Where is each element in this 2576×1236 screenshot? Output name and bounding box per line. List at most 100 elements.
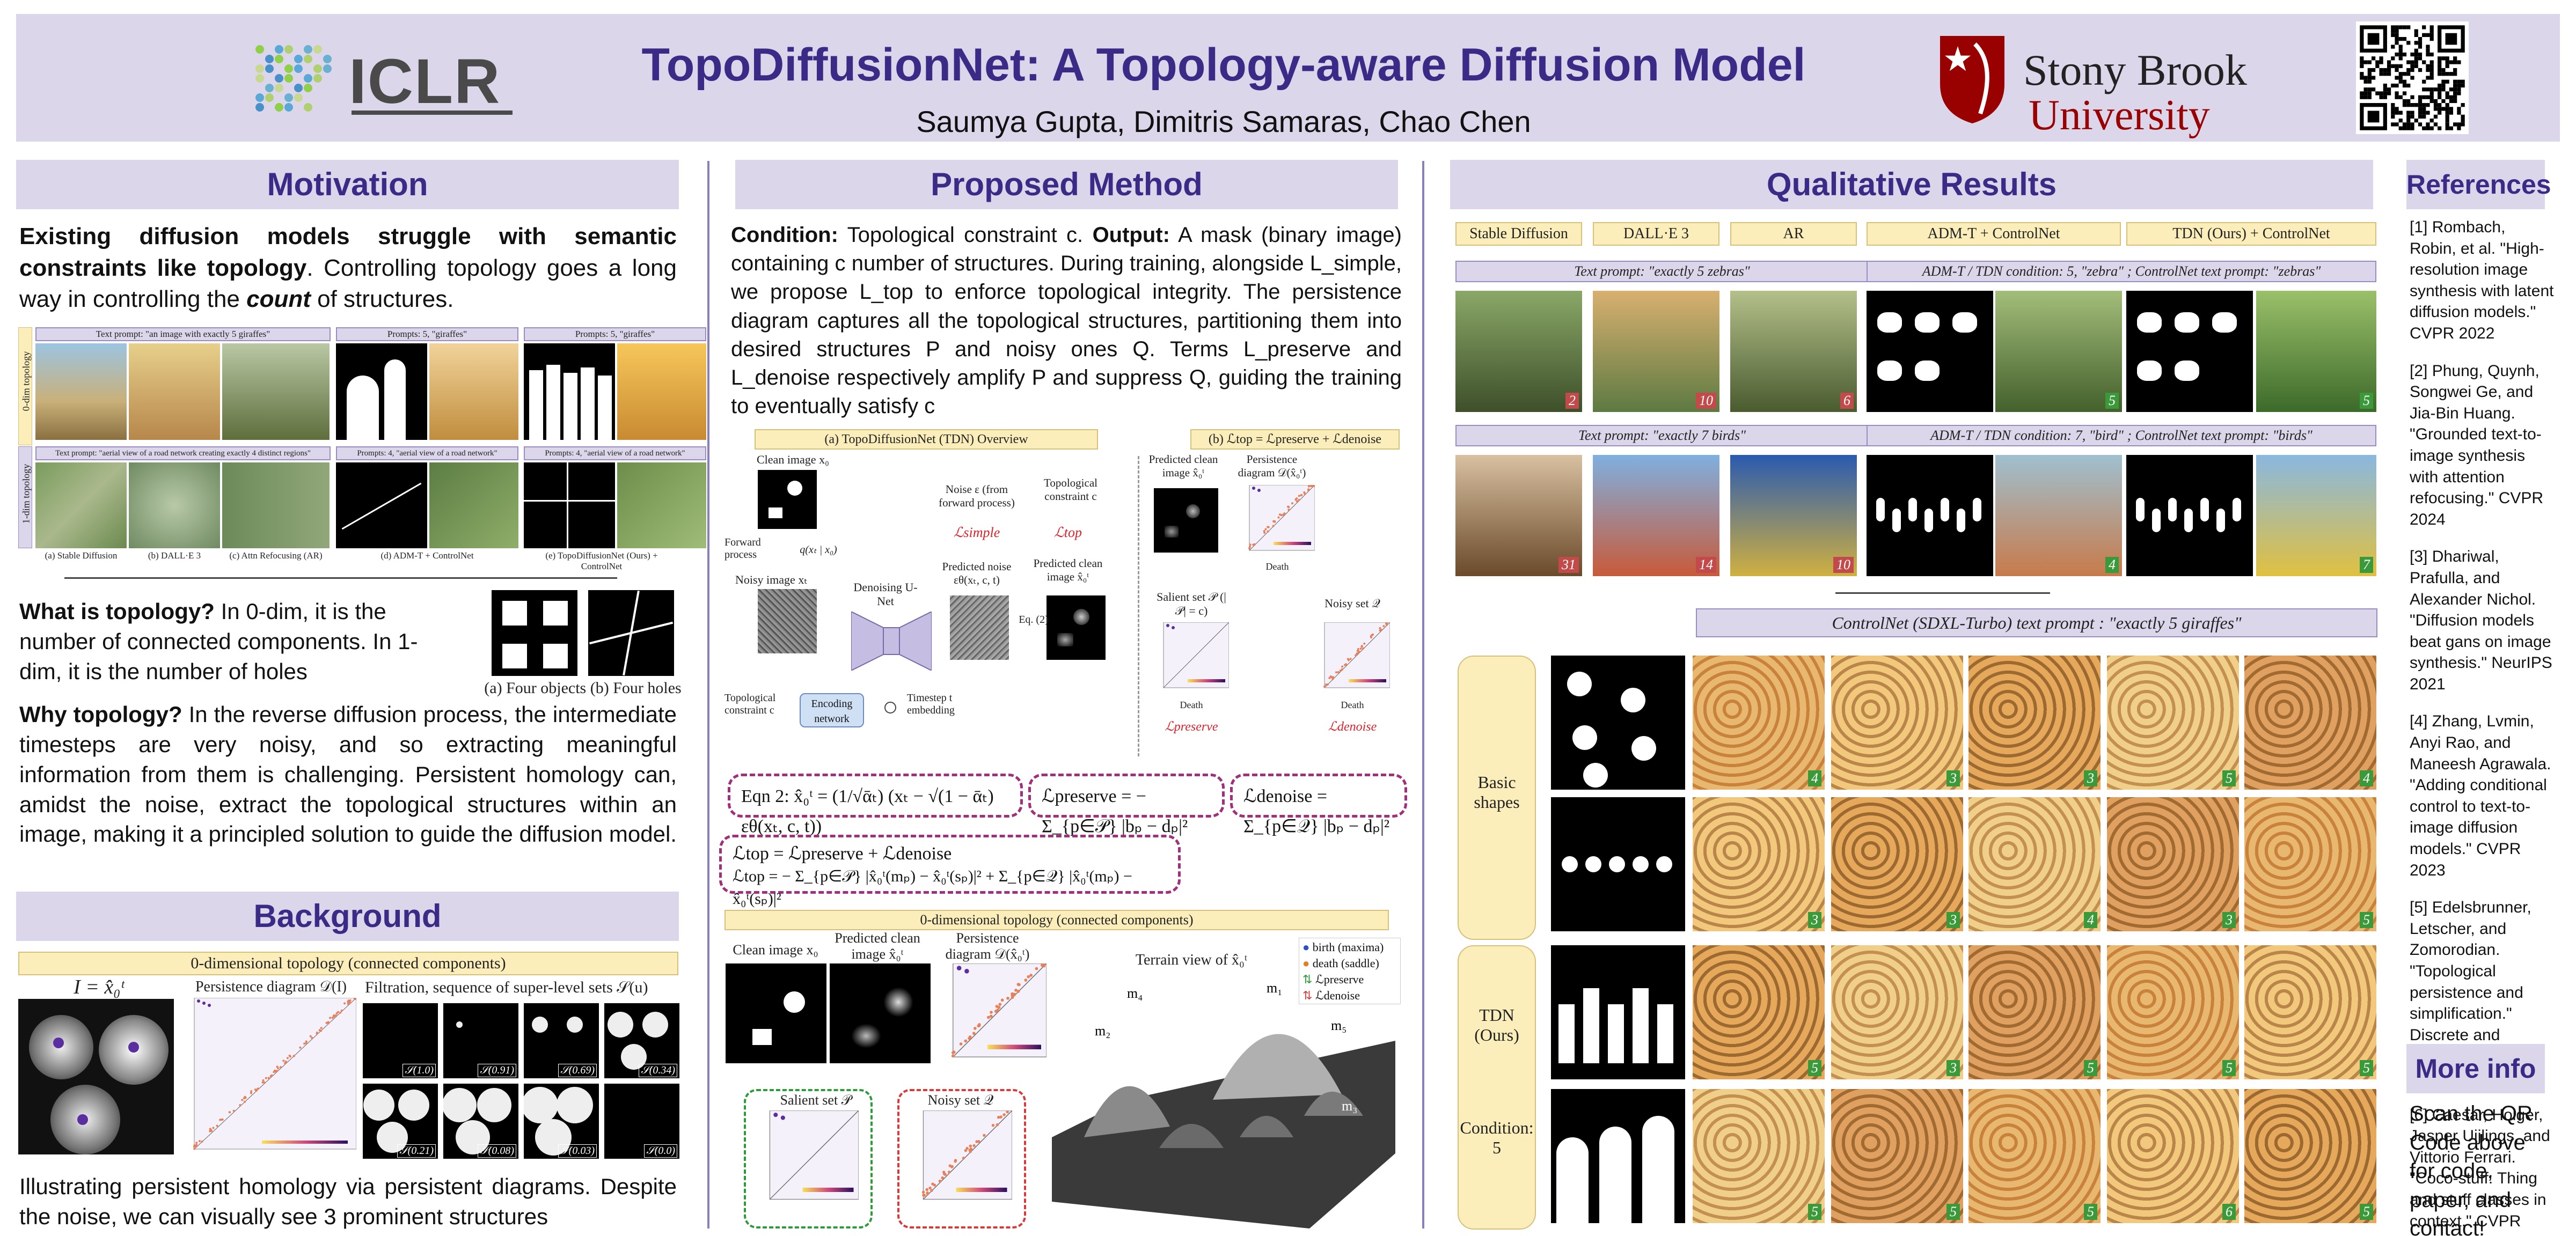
poster-title: TopoDiffusionNet: A Topology-aware Diffu…	[641, 39, 1806, 91]
fig-caption-d: (d) ADM-T + ControlNet	[380, 550, 474, 561]
why-topology: Why topology? In the reverse diffusion p…	[19, 700, 677, 849]
result-count-badge: 4	[2105, 557, 2119, 573]
iclr-dot	[255, 103, 264, 112]
motivation-figure: 0-dim topology 1-dim topology Text promp…	[18, 322, 706, 571]
label-pred-clean: Predicted clean image x̂₀ᵗ	[1033, 557, 1103, 583]
pd-point	[286, 1057, 289, 1060]
cn-giraffe-image: 5	[2244, 797, 2376, 931]
filtration-image: 𝒮(0.91)	[443, 1003, 518, 1078]
fig-giraffe-dalle	[129, 343, 220, 440]
qr-code[interactable]	[2356, 21, 2469, 134]
iclr-dot	[284, 103, 293, 112]
unet-icon	[851, 612, 932, 671]
iclr-dot	[313, 74, 322, 83]
pd-point	[965, 1146, 969, 1150]
pd-point	[1272, 520, 1275, 523]
pd-point	[1362, 647, 1365, 650]
result-count-badge: 10	[1696, 393, 1716, 409]
pd-point	[962, 1157, 965, 1160]
iclr-dot	[284, 64, 293, 73]
cn-giraffe-image: 3	[1693, 797, 1825, 931]
pd-point	[923, 1194, 926, 1197]
mask-bird-blob	[2233, 498, 2241, 521]
pd-point	[1249, 546, 1251, 548]
cn-count-badge: 5	[2084, 1060, 2097, 1076]
mask-zebra-blob	[1877, 360, 1902, 381]
pd-point	[1000, 998, 1004, 1002]
cn-mask-circle	[1621, 688, 1645, 712]
pd-point	[277, 1067, 280, 1070]
pd-point	[1386, 622, 1388, 624]
pd-point	[340, 1009, 343, 1012]
reference-item: [2] Phung, Quynh, Songwei Ge, and Jia-Bi…	[2410, 362, 2544, 528]
mask-bird-blob	[1924, 509, 1933, 532]
overview-banner: (a) TopoDiffusionNet (TDN) Overview	[755, 429, 1098, 450]
pd-point	[1282, 513, 1284, 516]
pd-salient-point	[1257, 489, 1261, 492]
cn-giraffe-image: 3	[1968, 656, 2101, 790]
controlnet-banner: ControlNet (SDXL-Turbo) text prompt : "e…	[1696, 608, 2377, 637]
motivation-intro-end: of structures.	[310, 286, 454, 313]
filtration-image: 𝒮(0.34)	[604, 1003, 679, 1078]
iclr-dot	[323, 55, 332, 63]
pd-point	[959, 1042, 963, 1046]
label-pred-clean-2: Predicted clean image x̂₀ᵗ	[1148, 453, 1218, 479]
results-heading: Qualitative Results	[1450, 160, 2373, 209]
iclr-dot	[275, 103, 283, 112]
label-clean-image: Clean image x₀	[757, 453, 829, 466]
filtration-value: 𝒮(0.03)	[558, 1144, 597, 1158]
cn-count-badge: 5	[1946, 1204, 1960, 1220]
what-is-topology: What is topology? In 0-dim, it is the nu…	[19, 597, 454, 687]
pd-salient-point	[208, 1004, 211, 1007]
pd-point	[926, 1192, 930, 1196]
pd-point	[964, 1149, 968, 1152]
iclr-dot	[304, 55, 312, 63]
cn-giraffe-image: 3	[1831, 797, 1963, 931]
pd-point	[331, 1017, 334, 1019]
label-pred-noise: Predicted noise εθ(xₜ, c, t)	[942, 560, 1012, 586]
motivation-intro-bold: Existing diffusion models struggle with …	[19, 223, 677, 281]
pd-point	[925, 1188, 928, 1191]
output-text: A mask (binary image) containing c numbe…	[731, 223, 1402, 418]
pd-point	[1300, 494, 1302, 497]
pd-point	[948, 1164, 952, 1167]
iclr-dot	[265, 55, 274, 63]
references-heading: References	[2406, 160, 2551, 209]
pd-point	[339, 1011, 342, 1014]
result-count-badge: 14	[1696, 557, 1716, 573]
result-count-badge: 5	[2360, 393, 2373, 409]
result-image: 14	[1593, 455, 1719, 576]
terrain-view: m₄ m₁ m₂ m₃ m₅	[1052, 980, 1395, 1228]
filtration-value: 𝒮(1.0)	[402, 1064, 436, 1077]
filtration-blob	[477, 1088, 511, 1122]
label-ldenoise: ℒdenoise	[1328, 720, 1377, 734]
cn-mask-giraffe	[1599, 1127, 1631, 1223]
iclr-dot	[265, 84, 274, 92]
eq-preserve-box: ℒpreserve = − Σ_{p∈𝒫} |bₚ − dₚ|²	[1028, 774, 1225, 836]
cn-count-badge: 5	[1808, 1060, 1821, 1076]
pd-point	[1263, 530, 1265, 532]
pd-point	[1309, 485, 1312, 487]
iclr-dot	[255, 45, 264, 54]
label-death-1: Death	[1265, 561, 1289, 572]
poster-header: ICLR TopoDiffusionNet: A Topology-aware …	[16, 14, 2560, 142]
results-method-label: ADM-T + ControlNet	[1867, 222, 2121, 246]
iclr-dot	[294, 93, 303, 102]
university-name-line2: University	[2029, 92, 2210, 139]
pd-point	[219, 1119, 222, 1121]
cn-mask-giraffe	[1608, 1004, 1624, 1063]
pd-point	[1311, 485, 1314, 487]
noisy-image	[758, 589, 817, 653]
iclr-dot	[275, 84, 283, 92]
cn-giraffe-image: 5	[2244, 1089, 2376, 1223]
poster-authors: Saumya Gupta, Dimitris Samaras, Chao Che…	[916, 105, 1531, 138]
fig-road-mask-admt	[336, 462, 427, 548]
pd-point	[931, 1182, 934, 1186]
result-image	[1867, 455, 1993, 576]
pd-point	[284, 1060, 287, 1063]
pd-salient-point	[1172, 626, 1175, 629]
fig-prompt-r0-2: Prompts: 5, "giraffes"	[336, 327, 518, 341]
fig-road-dalle	[129, 462, 220, 548]
filtration-image: 𝒮(0.69)	[524, 1003, 599, 1078]
cn-mask-giraffe	[1583, 988, 1599, 1063]
